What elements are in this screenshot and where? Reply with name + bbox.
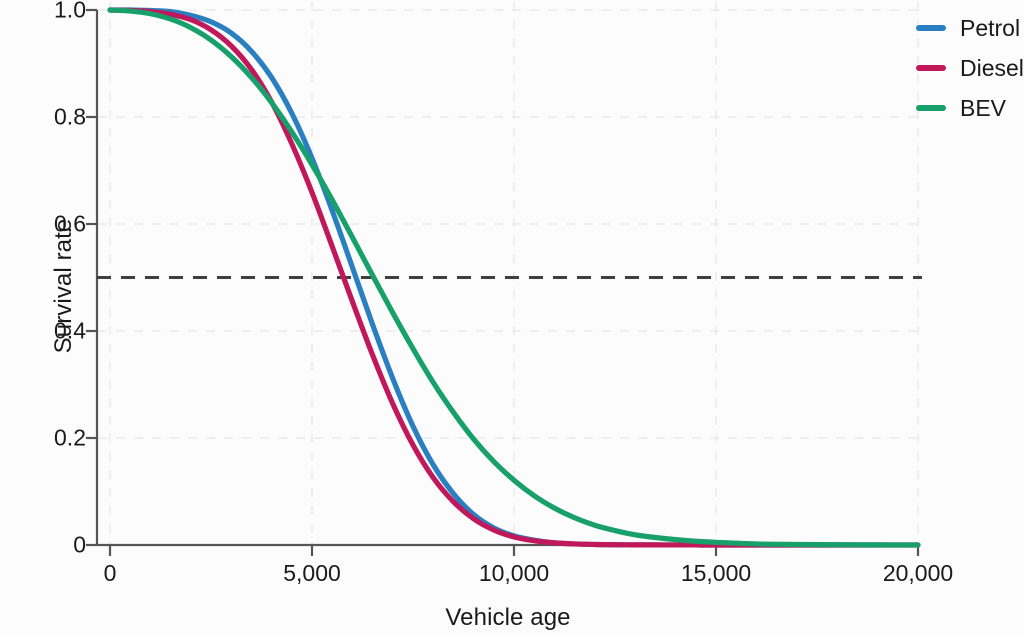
legend-label: Diesel bbox=[960, 54, 1024, 81]
legend-swatch-icon bbox=[916, 105, 946, 111]
y-tick-label: 0 bbox=[73, 531, 86, 558]
x-tick-label: 10,000 bbox=[478, 560, 550, 586]
legend-label: BEV bbox=[960, 94, 1007, 121]
y-tick-label: 0.6 bbox=[54, 210, 86, 237]
x-tick-label: 0 bbox=[103, 560, 117, 586]
gridlines bbox=[98, 2, 922, 546]
series-line-diesel bbox=[107, 7, 921, 548]
axis-tick-marks bbox=[86, 8, 920, 556]
legend-item-diesel[interactable]: Diesel bbox=[916, 48, 1024, 88]
x-axis-title: Vehicle age bbox=[445, 604, 571, 631]
legend-label: Petrol bbox=[960, 14, 1021, 41]
y-axis-tick-labels: 0 0.2 0.4 0.6 0.8 1.0 bbox=[0, 0, 86, 636]
y-tick-label: 0.8 bbox=[54, 103, 86, 130]
legend-swatch-icon bbox=[916, 65, 946, 71]
legend-item-petrol[interactable]: Petrol bbox=[916, 8, 1024, 48]
y-tick-label: 0.4 bbox=[54, 317, 86, 344]
series-line-bev bbox=[107, 7, 921, 548]
x-tick-label: 20,000 bbox=[882, 560, 954, 586]
x-tick-label: 15,000 bbox=[680, 560, 752, 586]
x-tick-label: 5,000 bbox=[283, 560, 341, 586]
legend: Petrol Diesel BEV bbox=[916, 8, 1024, 128]
legend-swatch-icon bbox=[916, 25, 946, 31]
legend-item-bev[interactable]: BEV bbox=[916, 88, 1024, 128]
data-series-curves bbox=[107, 7, 921, 548]
y-tick-label: 1.0 bbox=[54, 0, 86, 23]
y-tick-label: 0.2 bbox=[54, 424, 86, 451]
